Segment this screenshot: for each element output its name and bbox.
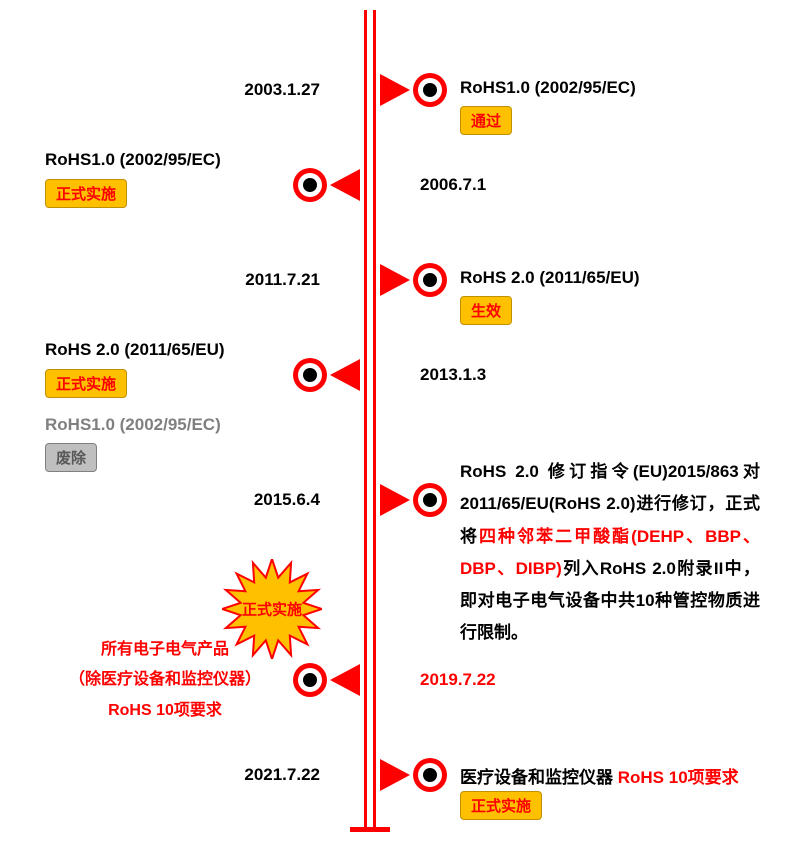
timeline-track	[364, 10, 376, 827]
status-badge: 正式实施	[45, 179, 127, 208]
timeline-marker	[293, 168, 327, 202]
timeline-marker	[413, 483, 447, 517]
rail-inner	[368, 10, 372, 827]
arrow-right-icon	[380, 264, 410, 296]
arrow-right-icon	[380, 759, 410, 791]
event-date: 2006.7.1	[420, 175, 486, 195]
timeline-end-cap	[350, 827, 390, 832]
status-badge: 通过	[460, 106, 512, 135]
event-left-description: 所有电子电气产品（除医疗设备和监控仪器）RoHS 10项要求	[40, 635, 290, 726]
desc-line: （除医疗设备和监控仪器）	[40, 665, 290, 695]
event-date: 2011.7.21	[245, 270, 320, 290]
timeline-marker	[413, 73, 447, 107]
desc-line: RoHS 10项要求	[40, 696, 290, 726]
arrow-left-icon	[330, 664, 360, 696]
event-title: RoHS1.0 (2002/95/EC)	[460, 78, 636, 98]
desc-line: 所有电子电气产品	[40, 635, 290, 665]
status-badge: 废除	[45, 443, 97, 472]
event-date: 2013.1.3	[420, 365, 486, 385]
rail-right	[373, 10, 376, 827]
arrow-left-icon	[330, 169, 360, 201]
event-title: RoHS 2.0 (2011/65/EU)	[460, 268, 640, 288]
timeline-marker	[293, 663, 327, 697]
timeline-marker	[413, 758, 447, 792]
timeline-marker	[413, 263, 447, 297]
arrow-right-icon	[380, 484, 410, 516]
status-badge: 正式实施	[45, 369, 127, 398]
arrow-left-icon	[330, 359, 360, 391]
event-title: RoHS 2.0 (2011/65/EU)	[45, 340, 225, 360]
event-title: RoHS1.0 (2002/95/EC)	[45, 150, 221, 170]
event-extra-title: RoHS1.0 (2002/95/EC)	[45, 415, 221, 435]
status-badge: 生效	[460, 296, 512, 325]
starburst-label: 正式实施	[242, 599, 302, 620]
arrow-right-icon	[380, 74, 410, 106]
event-date: 2003.1.27	[244, 80, 320, 100]
event-title: 医疗设备和监控仪器 RoHS 10项要求	[460, 763, 739, 788]
event-date: 2021.7.22	[244, 765, 320, 785]
event-description: RoHS 2.0 修订指令(EU)2015/863对2011/65/EU(RoH…	[460, 456, 760, 650]
event-date: 2015.6.4	[254, 490, 320, 510]
status-badge: 正式实施	[460, 791, 542, 820]
event-date: 2019.7.22	[420, 670, 496, 690]
rail-left	[364, 10, 367, 827]
timeline-marker	[293, 358, 327, 392]
